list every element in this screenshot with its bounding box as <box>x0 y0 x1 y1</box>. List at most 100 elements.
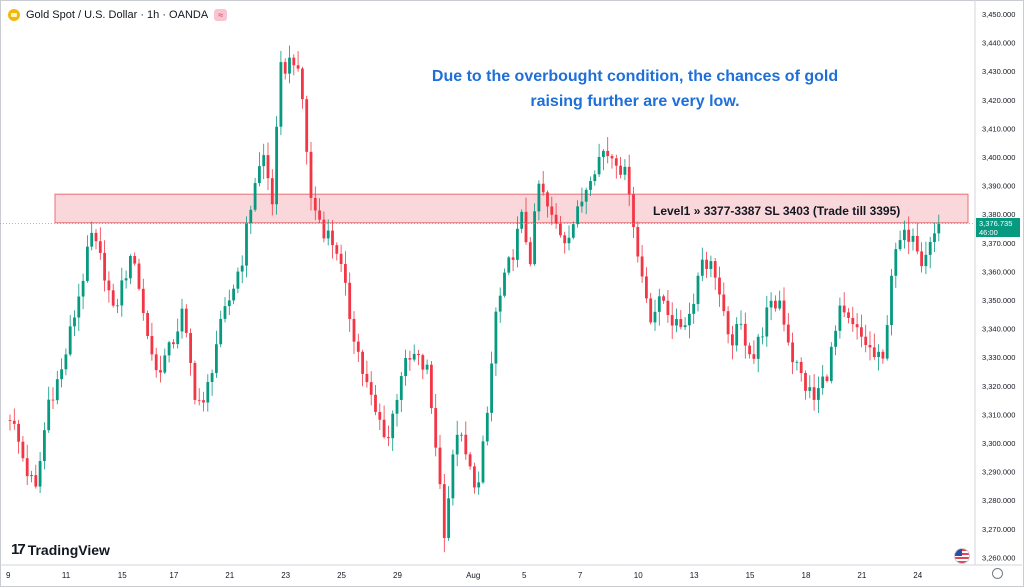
candle-body <box>477 482 481 488</box>
candle-body <box>8 420 12 421</box>
candle-body <box>636 227 640 257</box>
candle-body <box>670 315 674 326</box>
candle-body <box>391 413 395 439</box>
candle-body <box>903 229 906 241</box>
time-tick-label: 9 <box>6 571 11 580</box>
candle-body <box>847 312 850 318</box>
candle-body <box>666 300 670 316</box>
candle-body <box>292 57 296 66</box>
candles <box>8 45 941 553</box>
time-tick-label: 23 <box>281 571 290 580</box>
symbol-title[interactable]: Gold Spot / U.S. Dollar · 1h · OANDA <box>26 9 209 21</box>
compare-badge-icon[interactable]: ≈ <box>214 9 228 21</box>
price-tick-label: 3,360.000 <box>982 267 1015 276</box>
candle-body <box>442 484 446 539</box>
level-label: Level1 » 3377-3387 SL 3403 (Trade till 3… <box>653 204 901 218</box>
gear-icon[interactable] <box>992 568 1003 579</box>
candle-body <box>335 245 339 254</box>
candle-body <box>726 311 730 335</box>
candle-body <box>258 166 261 184</box>
price-tick-label: 3,330.000 <box>982 353 1015 362</box>
candle-body <box>116 305 119 307</box>
us-flag-icon[interactable] <box>954 548 970 564</box>
candle-body <box>288 57 291 74</box>
candle-body <box>481 441 485 483</box>
candle-body <box>614 158 618 166</box>
candle-body <box>692 303 696 314</box>
candle-body <box>60 369 63 380</box>
candle-body <box>503 272 506 296</box>
price-tick-label: 3,280.000 <box>982 496 1015 505</box>
time-axis: 9 11 15 17 21 23 25 29 Aug 5 7 10 13 15 18 21 24 <box>6 571 923 580</box>
candle-body <box>249 209 253 224</box>
price-tick-label: 3,300.000 <box>982 439 1015 448</box>
tradingview-logo[interactable]: 17 TradingView <box>11 541 110 558</box>
candle-body <box>270 178 274 205</box>
candle-body <box>38 461 42 487</box>
candle-body <box>313 197 317 211</box>
candle-body <box>90 232 94 247</box>
candle-body <box>589 181 592 190</box>
candle-body <box>451 454 455 499</box>
time-tick-label: 11 <box>62 571 71 580</box>
candle-body <box>344 264 347 283</box>
candle-body <box>395 399 399 414</box>
resistance-zone[interactable] <box>54 193 969 224</box>
chart-annotation: Due to the overbought condition, the cha… <box>380 64 890 114</box>
candle-body <box>817 388 820 400</box>
price-tick-label: 3,450.000 <box>982 10 1015 19</box>
candle-body <box>309 151 313 198</box>
candle-body <box>348 282 352 319</box>
candle-body <box>490 363 493 413</box>
candle-body <box>159 370 162 373</box>
candle-body <box>546 192 549 207</box>
candle-body <box>610 156 614 159</box>
candle-body <box>584 189 588 202</box>
time-tick-label: 21 <box>225 571 234 580</box>
candle-body <box>206 381 210 403</box>
candle-body <box>163 355 167 373</box>
candle-body <box>296 65 300 69</box>
price-tick-label: 3,290.000 <box>982 468 1015 477</box>
candle-body <box>167 342 171 356</box>
candle-body <box>154 354 158 371</box>
candle-body <box>339 253 343 265</box>
candle-body <box>778 300 782 309</box>
candle-body <box>202 400 205 403</box>
candle-body <box>331 230 334 246</box>
candle-body <box>524 211 528 243</box>
candle-body <box>928 241 932 255</box>
candle-body <box>597 157 601 175</box>
candle-body <box>176 331 180 345</box>
candle-body <box>404 358 407 377</box>
chart-header[interactable]: Gold Spot / U.S. Dollar · 1h · OANDA ≈ <box>8 7 228 23</box>
candle-body <box>898 240 902 250</box>
candle-body <box>894 249 898 276</box>
candle-body <box>855 324 859 328</box>
candle-body <box>107 280 111 291</box>
candle-body <box>279 62 283 127</box>
candle-body <box>17 423 20 442</box>
candle-body <box>688 313 691 326</box>
candle-body <box>460 434 463 436</box>
candle-body <box>21 441 25 459</box>
candle-body <box>890 275 893 326</box>
price-tick-label: 3,350.000 <box>982 296 1015 305</box>
candle-body <box>851 317 855 325</box>
candle-body <box>864 336 868 345</box>
candle-body <box>189 332 192 363</box>
candle-body <box>679 319 683 328</box>
candle-body <box>103 252 106 281</box>
time-tick-label: 15 <box>118 571 127 580</box>
price-axis: 3,450.000 3,440.000 3,430.000 3,420.000 3,41… <box>982 10 1015 562</box>
candle-body <box>748 345 751 355</box>
candle-body <box>829 346 833 382</box>
candle-body <box>245 223 248 266</box>
candle-body <box>464 434 468 455</box>
candle-body <box>782 300 786 325</box>
candle-body <box>825 376 829 382</box>
candle-body <box>640 256 644 277</box>
price-tick-label: 3,440.000 <box>982 39 1015 48</box>
candle-body <box>305 99 309 152</box>
